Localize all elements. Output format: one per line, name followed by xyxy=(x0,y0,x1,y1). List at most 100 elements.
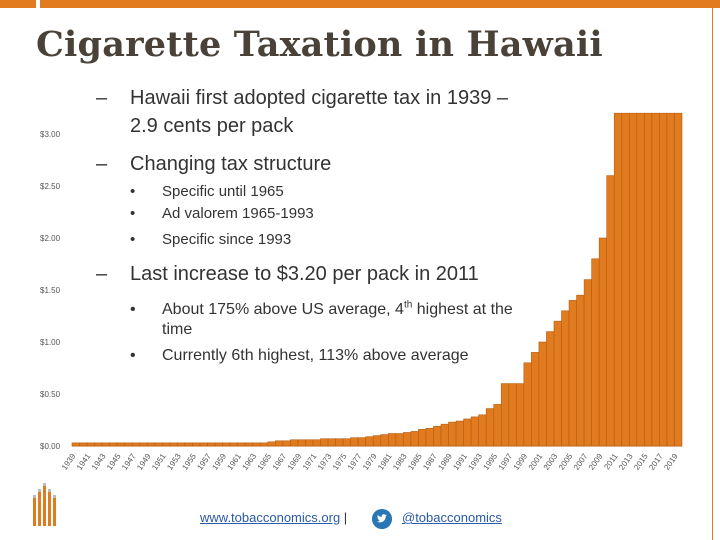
bar-2002 xyxy=(546,331,555,447)
bar-1975 xyxy=(342,438,351,447)
sub-bullet-dot: • xyxy=(130,231,136,248)
right-accent-rule xyxy=(712,8,713,540)
bar-1956 xyxy=(199,442,208,447)
bar-2004 xyxy=(561,310,570,447)
bar-1987 xyxy=(433,425,442,447)
bullet-dash: – xyxy=(96,87,108,109)
x-tick-label: 1957 xyxy=(195,452,213,472)
x-tick-label: 1975 xyxy=(331,452,349,472)
bar-1962 xyxy=(244,442,254,447)
note1-superscript: th xyxy=(403,299,413,311)
bar-1984 xyxy=(410,431,419,447)
bar-2001 xyxy=(538,341,547,447)
x-tick-label: 2009 xyxy=(587,452,605,472)
bar-1998 xyxy=(516,383,525,447)
y-tick-label: $0.00 xyxy=(40,442,61,451)
bar-1966 xyxy=(275,440,284,447)
x-tick-label: 1989 xyxy=(436,452,454,472)
x-tick-label: 1987 xyxy=(421,452,439,472)
bar-1946 xyxy=(124,442,133,447)
x-tick-label: 2013 xyxy=(617,452,635,472)
bullet-dash: – xyxy=(96,263,108,285)
bar-2019 xyxy=(674,112,683,447)
bar-1970 xyxy=(305,439,314,447)
sub-bullet-text: About 175% above US average, 4th highest… xyxy=(162,299,513,338)
x-tick-label: 1981 xyxy=(376,452,394,472)
bar-2014 xyxy=(636,112,645,447)
bar-1945 xyxy=(116,442,126,447)
twitter-handle-link[interactable]: @tobacconomics xyxy=(402,510,502,525)
bullet-first-adopted: – Hawaii first adopted cigarette tax in … xyxy=(96,84,536,140)
x-tick-label: 2005 xyxy=(557,452,575,472)
bar-2007 xyxy=(583,279,592,447)
x-tick-label: 1959 xyxy=(210,452,228,472)
twitter-bird-icon[interactable] xyxy=(372,509,392,529)
x-tick-label: 1953 xyxy=(165,452,183,472)
bullet-text: Changing tax structure xyxy=(130,153,332,175)
x-tick-label: 1945 xyxy=(105,452,123,472)
bar-1950 xyxy=(154,442,163,447)
bar-1952 xyxy=(169,442,178,447)
bar-1963 xyxy=(252,442,261,447)
sub-bullet-rank-then: • About 175% above US average, 4th highe… xyxy=(96,300,536,340)
x-tick-label: 1949 xyxy=(135,452,153,472)
x-tick-label: 2017 xyxy=(647,452,665,472)
y-tick-label: $0.50 xyxy=(40,390,61,399)
bar-1968 xyxy=(290,439,299,447)
x-tick-label: 1983 xyxy=(391,452,409,472)
bar-1969 xyxy=(297,439,306,447)
footer-twitter: @tobacconomics xyxy=(402,510,502,525)
sub-bullet: • Ad valorem 1965-1993 xyxy=(96,204,536,224)
bar-1955 xyxy=(192,442,201,447)
y-tick-label: $2.50 xyxy=(40,182,61,191)
bullet-text: Hawaii first adopted cigarette tax in 19… xyxy=(130,87,508,137)
x-tick-label: 1943 xyxy=(90,452,108,472)
bar-1978 xyxy=(365,436,374,447)
bar-2008 xyxy=(591,258,600,447)
x-tick-label: 1967 xyxy=(271,452,289,472)
note1-text: About 175% above US average, 4 xyxy=(162,301,404,318)
bar-1943 xyxy=(101,442,110,447)
bar-1940 xyxy=(79,442,88,447)
x-tick-label: 1971 xyxy=(301,452,319,472)
bar-1960 xyxy=(229,442,238,447)
x-tick-label: 2011 xyxy=(602,452,620,472)
bar-1939 xyxy=(71,442,80,447)
bar-1981 xyxy=(387,433,397,447)
bar-1994 xyxy=(485,408,495,447)
x-tick-label: 1939 xyxy=(60,452,78,472)
bar-2018 xyxy=(666,112,675,447)
x-tick-label: 2003 xyxy=(542,452,560,472)
bar-1953 xyxy=(177,442,186,447)
x-tick-label: 1977 xyxy=(346,452,364,472)
y-tick-label: $2.00 xyxy=(40,234,61,243)
bullet-list: – Hawaii first adopted cigarette tax in … xyxy=(96,84,536,366)
bar-1965 xyxy=(267,441,276,447)
bar-1944 xyxy=(109,442,118,447)
bar-1971 xyxy=(312,439,321,447)
website-link[interactable]: www.tobacconomics.org xyxy=(200,510,341,525)
slide-title: Cigarette Taxation in Hawaii xyxy=(36,24,603,65)
x-tick-label: 1963 xyxy=(241,452,259,472)
sub-bullet-dot: • xyxy=(130,347,136,364)
sub-bullet-text: Specific since 1993 xyxy=(162,231,292,248)
bar-2011 xyxy=(613,112,623,447)
x-tick-label: 1969 xyxy=(286,452,304,472)
x-tick-label: 1995 xyxy=(482,452,500,472)
bar-1983 xyxy=(403,432,412,447)
bar-1954 xyxy=(184,442,193,447)
bar-1988 xyxy=(440,423,449,447)
sub-bullet-dot: • xyxy=(130,205,136,222)
bar-2015 xyxy=(644,112,653,447)
bar-1977 xyxy=(357,437,367,447)
bar-1958 xyxy=(214,442,223,447)
bar-2003 xyxy=(553,320,562,447)
footer: www.tobacconomics.org | xyxy=(200,510,347,525)
y-tick-label: $1.50 xyxy=(40,286,61,295)
x-tick-label: 1979 xyxy=(361,452,379,472)
bar-2012 xyxy=(621,112,630,447)
bar-2009 xyxy=(598,237,607,447)
bar-1967 xyxy=(282,440,291,447)
x-tick-label: 1941 xyxy=(75,452,93,472)
